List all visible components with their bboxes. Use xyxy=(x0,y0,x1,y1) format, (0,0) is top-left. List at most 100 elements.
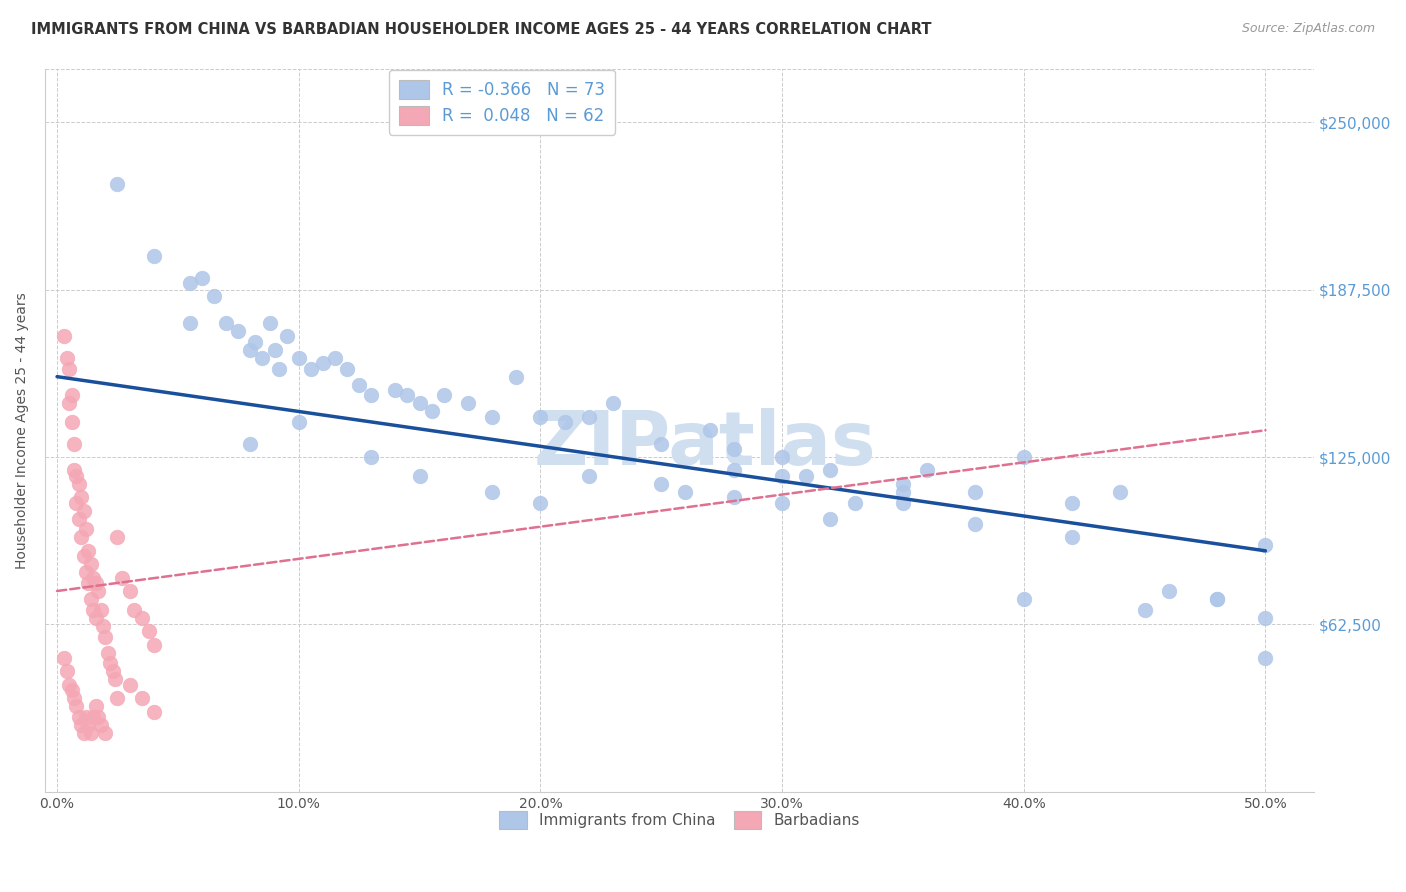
Text: IMMIGRANTS FROM CHINA VS BARBADIAN HOUSEHOLDER INCOME AGES 25 - 44 YEARS CORRELA: IMMIGRANTS FROM CHINA VS BARBADIAN HOUSE… xyxy=(31,22,931,37)
Point xyxy=(53,329,76,343)
Point xyxy=(131,611,153,625)
Point xyxy=(67,710,90,724)
Point xyxy=(505,369,527,384)
Point xyxy=(723,490,745,504)
Point xyxy=(891,484,914,499)
Point xyxy=(287,351,309,365)
Point xyxy=(259,316,281,330)
Point xyxy=(63,463,86,477)
Point xyxy=(87,584,110,599)
Point xyxy=(347,377,370,392)
Point xyxy=(179,276,201,290)
Point xyxy=(53,651,76,665)
Point xyxy=(336,361,359,376)
Point xyxy=(1012,450,1035,464)
Point xyxy=(650,436,672,450)
Point xyxy=(1133,603,1156,617)
Point xyxy=(60,388,83,402)
Point xyxy=(408,468,430,483)
Point xyxy=(77,718,100,732)
Point xyxy=(55,665,77,679)
Point xyxy=(723,463,745,477)
Point xyxy=(1254,611,1277,625)
Point xyxy=(1254,651,1277,665)
Point xyxy=(63,691,86,706)
Point xyxy=(269,361,291,376)
Point xyxy=(111,571,134,585)
Point xyxy=(104,673,127,687)
Point xyxy=(965,516,987,531)
Point xyxy=(287,415,309,429)
Point xyxy=(179,316,201,330)
Point xyxy=(226,324,249,338)
Point xyxy=(118,584,141,599)
Point xyxy=(915,463,938,477)
Point xyxy=(202,289,225,303)
Point xyxy=(891,476,914,491)
Point xyxy=(965,484,987,499)
Point xyxy=(70,530,93,544)
Point xyxy=(107,177,129,191)
Point xyxy=(138,624,160,639)
Point xyxy=(844,495,866,509)
Point xyxy=(142,638,165,652)
Point xyxy=(276,329,298,343)
Point xyxy=(602,396,624,410)
Y-axis label: Householder Income Ages 25 - 44 years: Householder Income Ages 25 - 44 years xyxy=(15,292,30,568)
Point xyxy=(77,576,100,591)
Point xyxy=(1206,592,1229,607)
Point xyxy=(420,404,443,418)
Point xyxy=(1254,538,1277,552)
Point xyxy=(82,603,104,617)
Point xyxy=(245,334,267,349)
Point xyxy=(84,611,107,625)
Point xyxy=(263,343,285,357)
Point xyxy=(70,490,93,504)
Point xyxy=(58,396,80,410)
Point xyxy=(67,476,90,491)
Point xyxy=(723,442,745,456)
Point xyxy=(84,576,107,591)
Text: ZIPatlas: ZIPatlas xyxy=(533,409,876,481)
Point xyxy=(578,409,600,424)
Point xyxy=(1206,592,1229,607)
Point xyxy=(82,571,104,585)
Point xyxy=(82,710,104,724)
Point xyxy=(60,415,83,429)
Point xyxy=(191,270,214,285)
Point xyxy=(252,351,274,365)
Point xyxy=(360,450,382,464)
Point xyxy=(770,450,793,464)
Point xyxy=(90,718,112,732)
Point xyxy=(820,511,842,525)
Point xyxy=(101,665,124,679)
Point xyxy=(673,484,696,499)
Point xyxy=(1012,592,1035,607)
Point xyxy=(384,383,406,397)
Point xyxy=(94,630,117,644)
Text: Source: ZipAtlas.com: Source: ZipAtlas.com xyxy=(1241,22,1375,36)
Point xyxy=(554,415,576,429)
Point xyxy=(107,691,129,706)
Point xyxy=(60,683,83,698)
Point xyxy=(97,646,120,660)
Point xyxy=(481,409,503,424)
Point xyxy=(396,388,419,402)
Point xyxy=(80,558,103,572)
Point xyxy=(820,463,842,477)
Point xyxy=(90,603,112,617)
Point xyxy=(84,699,107,714)
Point xyxy=(94,726,117,740)
Point xyxy=(408,396,430,410)
Point xyxy=(107,530,129,544)
Legend: Immigrants from China, Barbadians: Immigrants from China, Barbadians xyxy=(494,805,866,835)
Point xyxy=(1157,584,1180,599)
Point xyxy=(239,436,262,450)
Point xyxy=(58,678,80,692)
Point xyxy=(55,351,77,365)
Point xyxy=(312,356,335,370)
Point xyxy=(323,351,346,365)
Point xyxy=(215,316,238,330)
Point xyxy=(70,718,93,732)
Point xyxy=(699,423,721,437)
